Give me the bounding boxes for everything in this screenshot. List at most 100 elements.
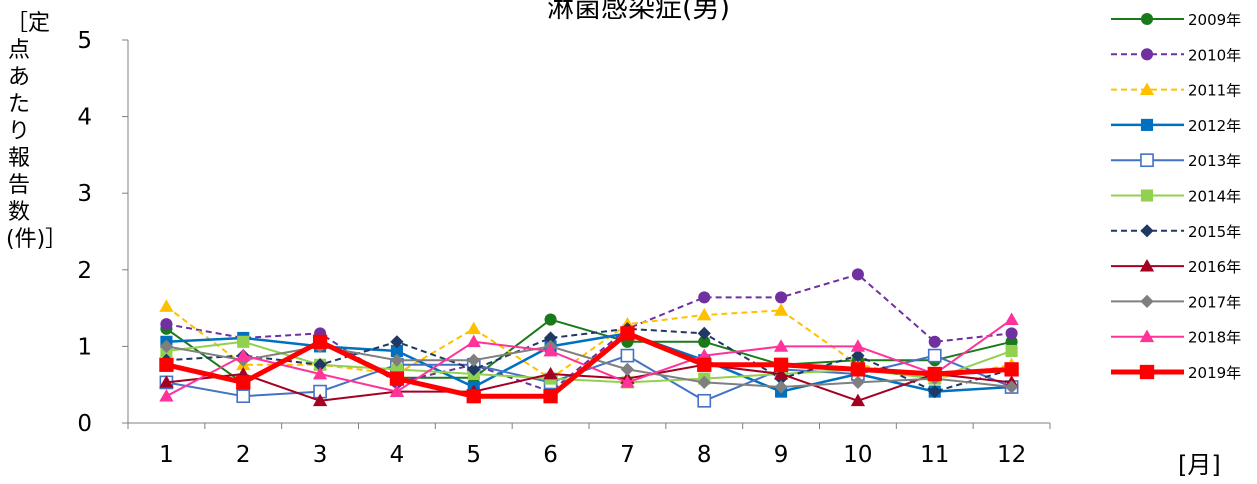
data-point [697, 375, 711, 390]
data-point [389, 371, 405, 386]
data-point [236, 375, 251, 390]
data-point [851, 348, 865, 363]
legend-label: 2018年 [1188, 329, 1241, 347]
legend-label: 2010年 [1188, 46, 1241, 64]
data-point [159, 339, 174, 353]
legend-item: 2009年 [1111, 11, 1241, 29]
legend: 2009年 2010年 2011年 2012年 2013年 2014年 2015年 2016年… [1111, 11, 1241, 382]
data-point [620, 326, 635, 341]
data-point [1005, 335, 1018, 348]
legend-item: 2012年 [1111, 117, 1241, 135]
data-point [313, 358, 327, 372]
data-point [1004, 312, 1019, 325]
series-2010年 [160, 268, 1018, 398]
legend-item: 2019年 [1111, 364, 1241, 382]
data-point [1004, 380, 1019, 394]
y-tick-label: 1 [77, 334, 92, 360]
legend-marker [1140, 48, 1154, 61]
x-tick-label: 1 [159, 442, 174, 468]
data-point [620, 362, 635, 376]
x-tick-label: 10 [843, 442, 872, 468]
data-point [543, 366, 558, 380]
data-point [620, 348, 635, 363]
x-tick-label: 9 [774, 442, 789, 468]
data-point [160, 318, 173, 331]
x-tick-label: 7 [620, 442, 635, 468]
legend-marker [1139, 82, 1155, 95]
data-point [697, 326, 711, 340]
legend-label: 2013年 [1188, 152, 1241, 170]
data-point [698, 335, 711, 348]
y-tick-label: 4 [77, 105, 92, 131]
data-point [851, 268, 864, 281]
legend-marker [1140, 153, 1154, 168]
legend-label: 2017年 [1188, 293, 1241, 311]
data-point [1004, 362, 1019, 377]
x-tick-label: 3 [313, 442, 328, 468]
data-point [851, 375, 865, 390]
series-line [166, 273, 1012, 393]
legend-item: 2016年 [1111, 258, 1241, 276]
series-line [165, 305, 1012, 380]
series-2019年 [159, 326, 1019, 404]
data-point [773, 339, 789, 352]
data-point [390, 353, 404, 367]
legend-label: 2015年 [1188, 223, 1241, 241]
legend-marker [1140, 189, 1154, 202]
data-point [312, 334, 328, 349]
data-point [544, 313, 557, 326]
chart-title: 淋菌感染症(男) [546, 0, 731, 24]
data-point [389, 384, 405, 397]
x-tick-label: 2 [236, 442, 251, 468]
legend-item: 2015年 [1111, 223, 1241, 241]
data-point [928, 384, 942, 399]
data-point [159, 375, 174, 388]
data-point [620, 375, 635, 388]
data-point [850, 362, 866, 377]
data-point [697, 357, 712, 372]
series-line [165, 330, 1012, 399]
data-point [928, 335, 941, 348]
legend-label: 2016年 [1188, 258, 1241, 276]
data-point [390, 344, 403, 358]
data-point [236, 389, 251, 404]
data-point [543, 343, 558, 357]
x-tick-label: 8 [697, 442, 712, 468]
legend-label: 2012年 [1188, 117, 1241, 135]
legend-item: 2014年 [1111, 188, 1241, 206]
data-point [698, 291, 711, 304]
series-line [166, 363, 1012, 402]
x-axis-unit-label: [月] [1178, 451, 1221, 479]
data-point [159, 389, 174, 402]
data-point [237, 335, 250, 348]
legend-marker [1140, 118, 1154, 131]
data-point [773, 366, 789, 380]
data-point [1005, 344, 1018, 358]
data-point [159, 357, 174, 372]
legend-item: 2018年 [1111, 329, 1241, 347]
data-point [236, 348, 251, 361]
data-point [773, 357, 789, 372]
series-line [166, 327, 1012, 393]
data-point [927, 366, 942, 382]
legend-marker [1140, 224, 1154, 238]
legend-label: 2014年 [1188, 188, 1241, 206]
y-tick-label: 3 [77, 181, 92, 207]
data-point [467, 362, 481, 376]
y-tick-label: 0 [77, 411, 92, 437]
legend-label: 2009年 [1188, 11, 1241, 29]
legend-label: 2011年 [1188, 82, 1241, 100]
data-point [850, 393, 866, 407]
data-point [466, 334, 481, 348]
y-tick-label: 5 [77, 28, 92, 54]
data-point [773, 303, 789, 316]
y-tick-label: 2 [77, 258, 92, 284]
data-point [697, 307, 712, 321]
legend-item: 2010年 [1111, 46, 1241, 64]
legend-marker [1139, 258, 1155, 272]
data-point [466, 321, 481, 335]
x-tick-label: 6 [543, 442, 558, 468]
data-point [1005, 327, 1018, 340]
data-point [543, 331, 558, 345]
